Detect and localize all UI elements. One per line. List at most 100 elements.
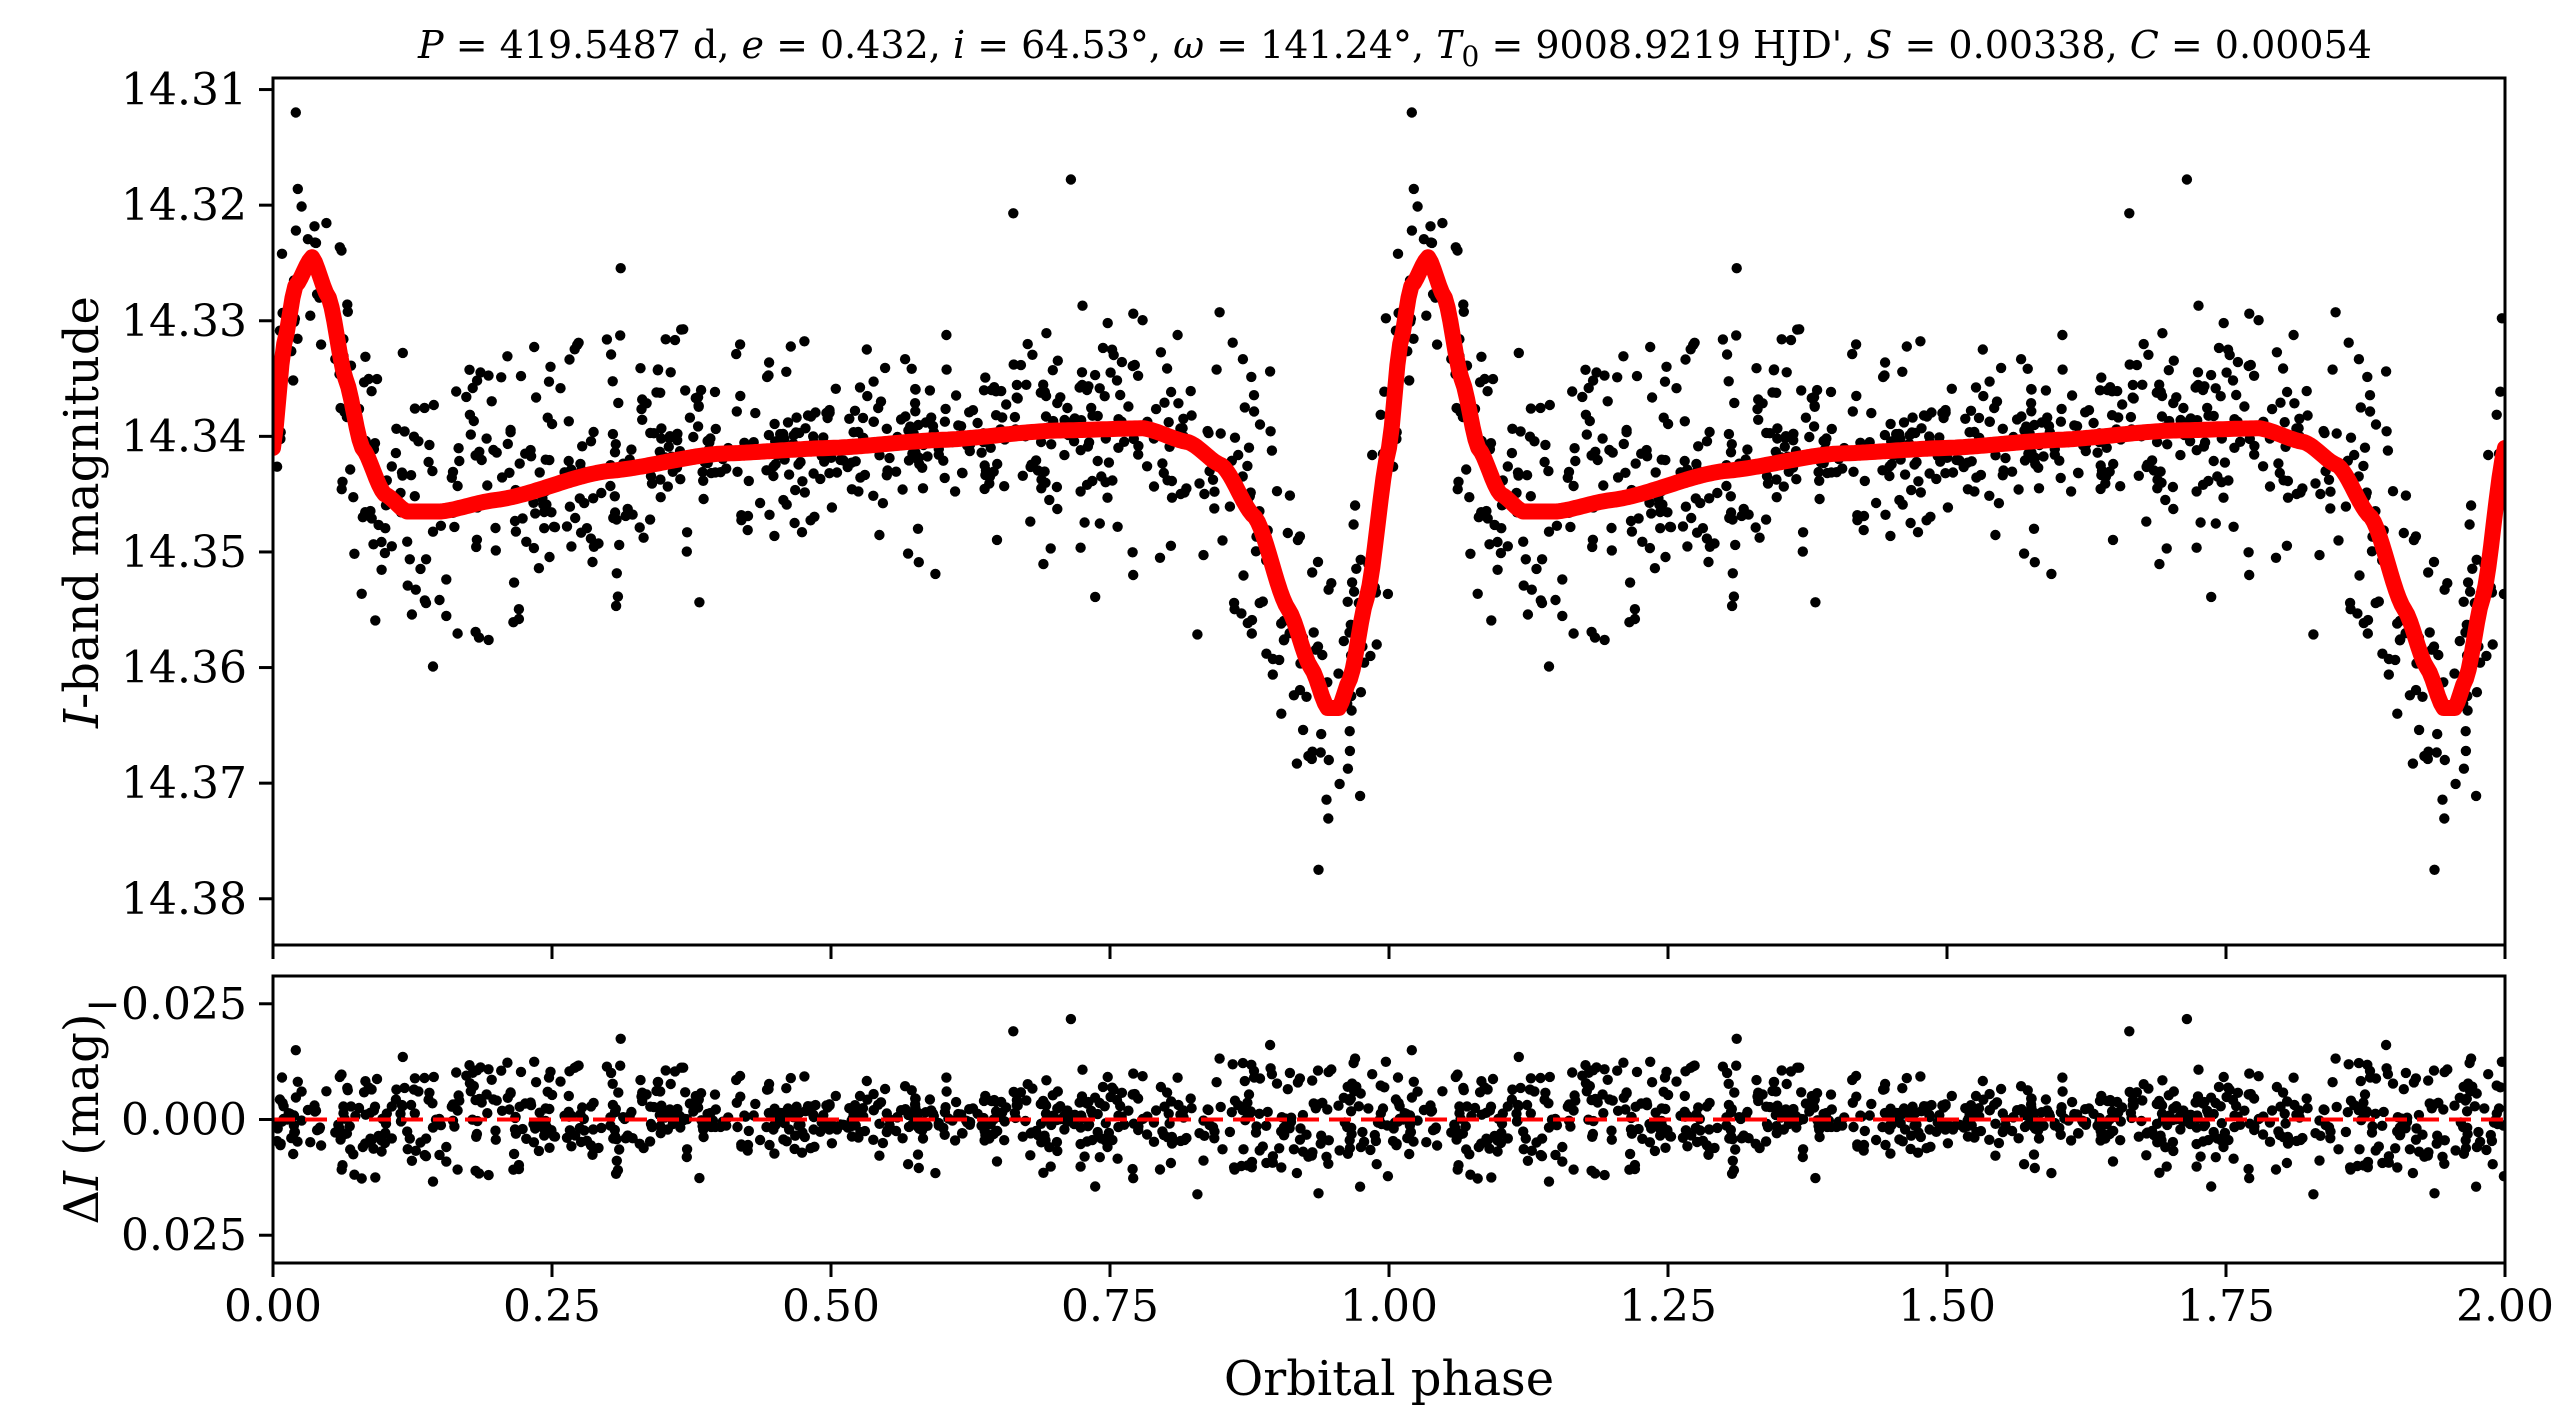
residual-point [2094,1095,2106,1107]
data-point [1810,597,1821,608]
data-point [1081,479,1093,490]
data-point [1568,628,1579,639]
data-point [451,386,462,397]
residual-point [1075,1161,1086,1172]
data-point [680,385,691,396]
residual-point [2439,1135,2450,1146]
data-point [1464,492,1475,503]
residual-point [735,1091,746,1102]
data-point [1618,351,1629,362]
data-point [1227,337,1238,348]
data-point [1264,366,1276,377]
data-point [1535,595,1547,606]
residual-point [656,1104,667,1115]
data-point [1486,615,1497,626]
residual-point [790,1130,801,1141]
data-point [2202,402,2213,414]
data-point [379,547,391,559]
data-point [2273,458,2284,469]
data-point [2297,483,2308,494]
data-point [607,428,619,440]
data-point [868,376,879,387]
data-point [1112,521,1123,532]
residual-point [1727,1134,1738,1145]
data-point [2275,397,2286,408]
data-point [1703,556,1714,568]
residual-point [1148,1136,1160,1148]
data-point [1082,441,1094,452]
data-point [2206,591,2217,603]
residual-point [2033,1133,2045,1144]
residual-point [1011,1094,1023,1106]
residual-point [577,1102,588,1113]
data-point [1997,423,2009,434]
residual-point [1450,1071,1462,1083]
data-point [290,107,301,118]
residual-point [2355,1075,2366,1087]
data-point [2291,423,2302,434]
data-point [1962,484,1974,495]
data-point [1025,516,1036,527]
residual-point [2301,1093,2312,1104]
residual-point [999,1135,1010,1146]
residual-point [302,1104,314,1116]
data-point [514,458,525,469]
residual-point [615,1033,626,1045]
data-point [1727,514,1738,525]
data-point [984,478,995,489]
residual-point [1776,1065,1787,1076]
data-point [1342,763,1354,774]
y-tick-label: 0.000 [121,1095,247,1146]
data-point [482,480,493,491]
data-point [1646,392,1658,403]
data-point [980,372,991,383]
residual-point [2071,1109,2083,1120]
residual-point [996,1096,1007,1108]
data-point [1076,367,1088,378]
residual-point [391,1084,402,1095]
data-point [1567,386,1578,397]
data-point [515,370,527,382]
residual-point [1204,1119,1215,1131]
y-tick-label: 14.36 [121,643,247,694]
residual-point [2013,1133,2024,1144]
data-point [366,386,377,397]
data-point [1851,390,1862,402]
data-point [764,509,775,520]
residual-point [2400,1067,2412,1079]
data-point [427,526,439,537]
data-point [2131,359,2143,371]
data-point [1052,355,1064,366]
residual-point [1055,1101,1066,1112]
data-point [1975,469,1987,481]
residual-point [2429,1188,2440,1199]
data-point [1052,503,1063,515]
data-point [826,502,838,513]
data-point [1750,522,1761,533]
data-point [910,384,921,395]
data-point [665,367,676,378]
data-point [1624,577,1636,588]
data-point [955,421,967,432]
residual-point [2491,1080,2502,1091]
data-point [1906,427,1918,438]
residual-point [1859,1125,1871,1137]
data-point [2454,635,2465,647]
residual-point [1626,1128,1638,1139]
data-point [564,501,576,512]
data-point [1921,411,1933,422]
data-point [2354,570,2365,581]
data-point [1437,217,1448,229]
data-point [2471,554,2482,565]
residual-point [1159,1101,1170,1112]
data-point [1203,427,1214,439]
data-point [296,201,307,212]
residual-point [1977,1075,1989,1087]
data-point [2025,398,2037,409]
data-point [652,364,664,375]
data-point [1728,591,1740,602]
data-point [2057,364,2068,375]
data-point [543,376,555,387]
residual-point [540,1103,551,1114]
residual-point [1866,1098,1877,1110]
